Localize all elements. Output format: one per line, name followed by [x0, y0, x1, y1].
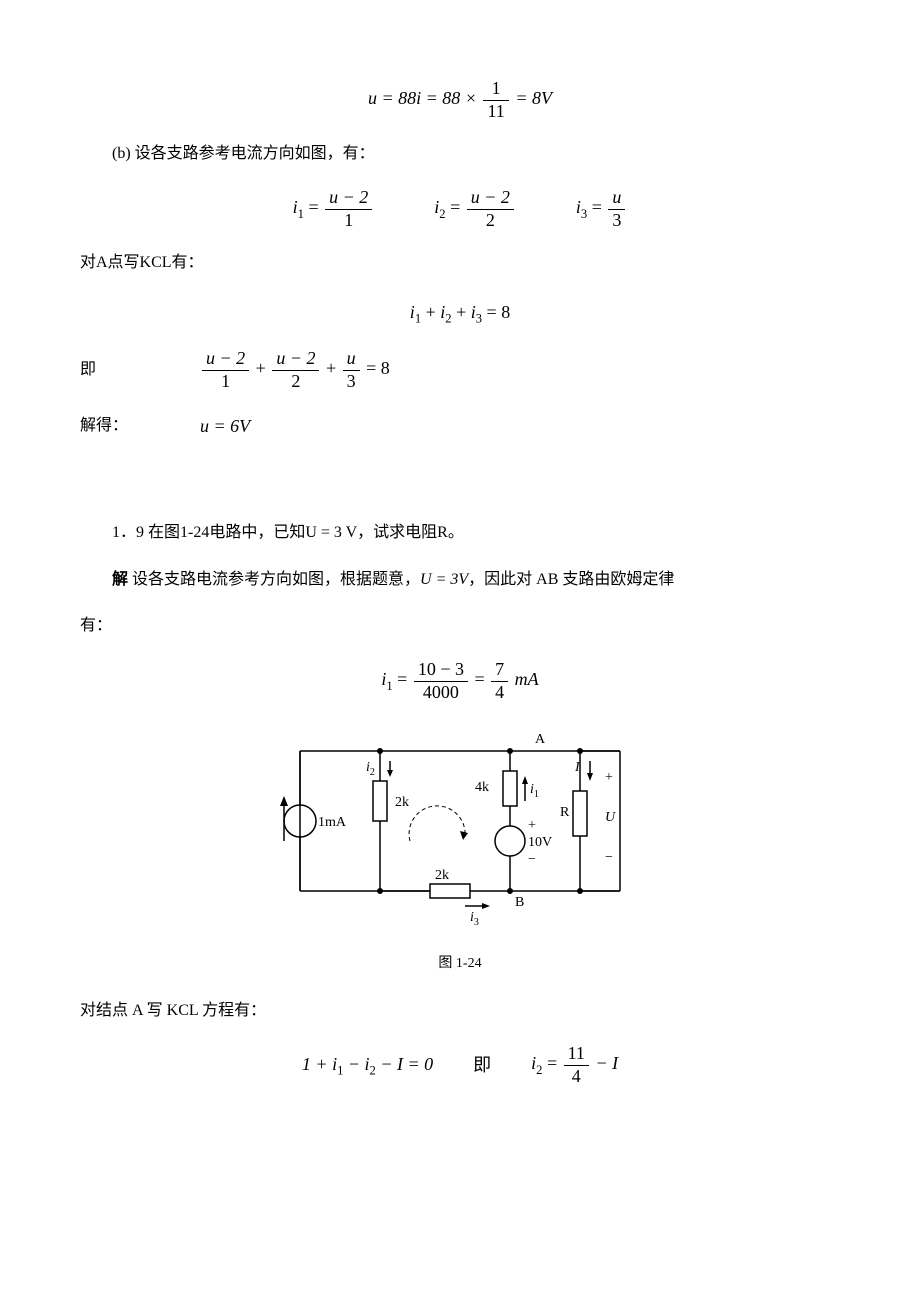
eq1-frac: 1 11 [483, 78, 508, 122]
equation-row-i1-i2-i3: i1 = u − 21 i2 = u − 22 i3 = u3 [80, 187, 840, 231]
equation-u6-row: 解得： u = 6V [80, 410, 840, 442]
plus-10v: + [528, 818, 536, 833]
equation-last: 1 + i1 − i2 − I = 0 即 i2 = 114 − I [80, 1043, 840, 1087]
spacer [80, 461, 840, 501]
label-i3: i3 [470, 910, 479, 928]
node-A: A [535, 732, 546, 747]
eq-i2: i2 = u − 22 [434, 187, 516, 231]
label-R: R [560, 805, 570, 820]
figure-caption: 图 1-24 [80, 951, 840, 976]
equation-u-88i: u = 88i = 88 × 1 11 = 8V [80, 78, 840, 122]
label-4k: 4k [475, 780, 489, 795]
para-problem-1-9: 1．9 在图1-24电路中，已知U = 3 V，试求电阻R。 [80, 519, 840, 548]
equation-i1-calc: i1 = 10 − 34000 = 74 mA [80, 659, 840, 703]
equation-frac-sum: u − 21 + u − 22 + u3 = 8 [200, 348, 390, 392]
equation-i-sum: i1 + i2 + i3 = 8 [80, 296, 840, 330]
eq1-left: u = 88i = 88 × [368, 88, 477, 108]
eq-i1: i1 = u − 21 [293, 187, 375, 231]
label-i1: i1 [530, 782, 539, 800]
para-kcl-a: 对A点写KCL有： [80, 249, 840, 278]
eq-last-ji: 即 [473, 1049, 491, 1081]
eq-last-right: i2 = 114 − I [531, 1043, 618, 1087]
para-you: 有： [80, 612, 840, 641]
equation-frac-sum-row: 即 u − 21 + u − 22 + u3 = 8 [80, 348, 840, 392]
eq-last-left: 1 + i1 − i2 − I = 0 [302, 1048, 433, 1082]
label-10V: 10V [528, 835, 552, 850]
label-U: U [605, 810, 616, 825]
label-1mA: 1mA [318, 815, 347, 830]
para-kcl-a2: 对结点 A 写 KCL 方程有： [80, 997, 840, 1026]
label-2k-bottom: 2k [435, 868, 449, 883]
circuit-diagram: .wire { stroke:#000; stroke-width:1.5; f… [270, 721, 650, 941]
label-i2: i2 [366, 760, 375, 778]
para-part-b: (b) 设各支路参考电流方向如图，有： [80, 140, 840, 169]
minus-10v: − [528, 852, 536, 867]
node-B: B [515, 895, 524, 910]
eq-i3: i3 = u3 [576, 187, 627, 231]
label-2k-vert: 2k [395, 795, 409, 810]
eq1-right: = 8V [515, 88, 552, 108]
plus-U: + [605, 770, 613, 785]
para-solution: 解 设各支路电流参考方向如图，根据题意，U = 3V，因此对 AB 支路由欧姆定… [80, 566, 840, 595]
minus-U: − [605, 850, 613, 865]
